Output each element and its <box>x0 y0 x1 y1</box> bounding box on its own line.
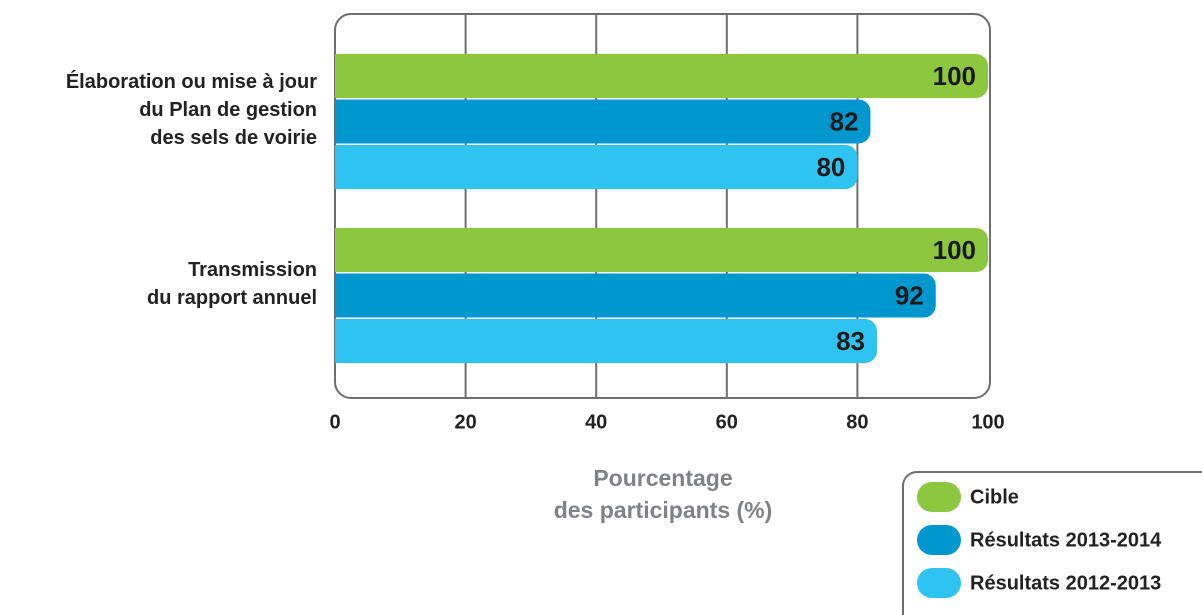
y-tick-label: Élaboration ou mise à jour du Plan de ge… <box>65 71 317 150</box>
bar <box>335 273 936 318</box>
legend-swatch <box>917 525 961 555</box>
bar <box>335 54 988 98</box>
legend-swatch <box>917 482 961 512</box>
legend-box <box>902 471 1202 615</box>
data-label: 100 <box>933 235 976 265</box>
bar <box>335 319 877 363</box>
legend-label: Résultats 2013-2014 <box>970 529 1162 551</box>
x-tick-label: 60 <box>716 411 738 433</box>
x-tick-label: 80 <box>846 411 868 433</box>
bar <box>335 99 871 144</box>
x-tick-label: 100 <box>971 411 1004 433</box>
data-label: 82 <box>830 106 859 136</box>
plot-area <box>334 13 991 399</box>
legend-swatch <box>917 568 961 598</box>
y-tick-label: Transmission du rapport annuel <box>147 259 317 310</box>
data-label: 92 <box>895 280 924 310</box>
data-label: 80 <box>816 152 845 182</box>
data-label: 83 <box>836 326 865 356</box>
x-tick-label: 20 <box>454 411 476 433</box>
bar <box>335 145 858 189</box>
legend-label: Résultats 2012-2013 <box>970 572 1161 594</box>
x-axis-title: Pourcentage des participants (%) <box>553 465 773 523</box>
x-tick-label: 0 <box>329 411 340 433</box>
bar <box>335 228 988 272</box>
x-tick-label: 40 <box>585 411 607 433</box>
data-label: 100 <box>933 61 976 91</box>
legend-label: Cible <box>970 486 1019 508</box>
